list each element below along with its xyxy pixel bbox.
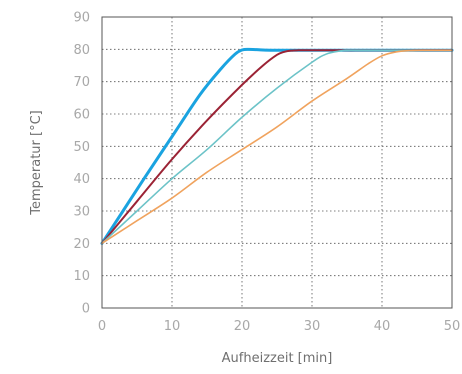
- x-tick-label: 30: [304, 319, 321, 334]
- x-tick-label: 20: [234, 319, 251, 334]
- x-tick-label: 40: [374, 319, 391, 334]
- series-group: [100, 47, 454, 245]
- x-tick-label: 10: [164, 319, 181, 334]
- y-tick-label: 50: [73, 140, 90, 155]
- x-tick-labels: 0 10 20 30 40 50: [98, 319, 460, 334]
- y-axis-label: Temperatur [°C]: [29, 110, 44, 216]
- grid: [102, 16, 452, 308]
- y-tick-label: 10: [73, 269, 90, 284]
- y-tick-label: 40: [73, 172, 90, 187]
- y-tick-label: 60: [73, 108, 90, 123]
- series-line-2: [101, 49, 453, 245]
- plot-frame: [101, 16, 453, 309]
- y-tick-label: 70: [73, 75, 90, 90]
- y-tick-label: 30: [73, 205, 90, 220]
- x-axis-label: Aufheizzeit [min]: [222, 351, 333, 366]
- series-line-3: [101, 49, 453, 245]
- y-tick-label: 80: [73, 43, 90, 58]
- x-tick-label: 50: [444, 319, 461, 334]
- y-tick-label: 20: [73, 237, 90, 252]
- series-line-4: [101, 49, 453, 245]
- y-tick-label: 0: [82, 302, 90, 317]
- x-tick-label: 0: [98, 319, 106, 334]
- y-tick-labels: 0 10 20 30 40 50 60 70 80 90: [73, 11, 90, 317]
- y-tick-label: 90: [73, 11, 90, 26]
